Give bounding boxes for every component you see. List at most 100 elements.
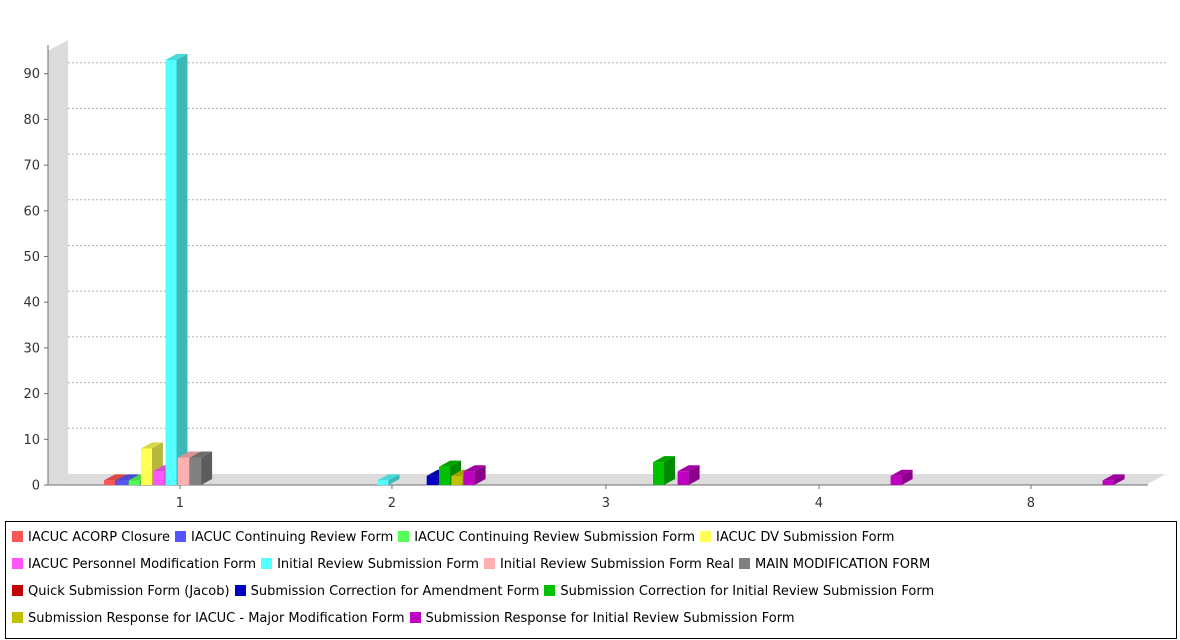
legend-item: Submission Response for Initial Review S…: [409, 611, 795, 626]
bar-side: [901, 469, 913, 485]
y-tick-label: 90: [23, 67, 40, 82]
bar-front: [1102, 480, 1114, 485]
legend-swatch: [12, 558, 23, 569]
legend-label: MAIN MODIFICATION FORM: [755, 557, 931, 572]
y-tick-label: 20: [23, 387, 40, 402]
y-tick-label: 80: [23, 113, 40, 128]
bar-top: [190, 451, 213, 458]
legend-row: Quick Submission Form (Jacob) Submission …: [12, 584, 1176, 611]
legend-label: IACUC Continuing Review Submission Form: [414, 530, 696, 545]
y-tick-label: 70: [23, 159, 40, 174]
bar-front: [463, 471, 475, 485]
legend-label: Submission Correction for Initial Review…: [560, 584, 935, 599]
legend-label: Initial Review Submission Form: [277, 557, 479, 572]
legend-swatch: [739, 558, 750, 569]
legend-label: Quick Submission Form (Jacob): [28, 584, 230, 599]
legend-item: IACUC Continuing Review Form: [175, 530, 393, 545]
x-tick-label: 3: [602, 496, 610, 511]
legend-item: IACUC Continuing Review Submission Form: [398, 530, 695, 545]
legend-label: Submission Response for IACUC - Major Mo…: [28, 611, 405, 626]
bar-front: [677, 471, 689, 485]
bar-top: [677, 465, 700, 472]
bar-top: [377, 474, 400, 481]
bar-top: [1102, 474, 1125, 481]
legend-swatch: [175, 531, 186, 542]
bar-front: [451, 475, 463, 485]
bar-front: [165, 59, 177, 486]
legend-swatch: [12, 531, 23, 542]
x-tick-label: 4: [815, 496, 823, 511]
chart-area: 0 10 20 30 40 50 60 70 80 90 1 2 3 4 8: [23, 39, 1166, 511]
legend-item: Submission Correction for Initial Review…: [544, 584, 934, 599]
bar-top: [653, 456, 675, 463]
chart-side-wall: [48, 39, 68, 485]
legend-item: Submission Correction for Amendment Form: [234, 584, 540, 599]
bar: [165, 53, 188, 486]
y-tick-label: 60: [23, 204, 40, 219]
legend-item: Quick Submission Form (Jacob): [12, 584, 230, 599]
legend-swatch: [700, 531, 712, 542]
bar-front: [128, 480, 140, 485]
legend-row: IACUC Personnel Modification Form Initial…: [12, 557, 1176, 584]
bar-front: [426, 475, 438, 485]
legend-item: Initial Review Submission Form Real: [483, 557, 734, 572]
x-tick-label: 1: [176, 496, 184, 511]
bar-front: [104, 480, 115, 485]
legend-item: IACUC Personnel Modification Form: [12, 557, 256, 572]
legend-item: IACUC DV Submission Form: [700, 530, 894, 545]
bar: [677, 465, 700, 485]
bar-top: [165, 53, 188, 60]
y-tick-label: 30: [23, 341, 40, 356]
x-tick-label: 8: [1027, 496, 1035, 511]
bar-side: [474, 465, 486, 485]
legend-swatch: [261, 558, 273, 569]
legend-item: IACUC ACORP Closure: [12, 530, 170, 545]
bar-chart: 0 10 20 30 40 50 60 70 80 90 1 2 3 4 8: [23, 39, 1166, 511]
bar: [377, 474, 400, 485]
bar-front: [140, 448, 152, 485]
bar-side: [1113, 474, 1125, 485]
bar-side: [664, 456, 675, 485]
legend-item: Initial Review Submission Form: [261, 557, 479, 572]
bar-side: [688, 465, 700, 485]
bar: [890, 469, 913, 485]
y-tick-label: 0: [32, 479, 40, 494]
bar-side: [176, 53, 188, 485]
bar-front: [116, 480, 128, 485]
bar-front: [377, 480, 389, 485]
legend-label: Submission Correction for Amendment Form: [250, 584, 540, 599]
y-tick-label: 10: [23, 433, 40, 448]
bar-top: [439, 460, 461, 467]
bar-front: [153, 471, 165, 485]
legend-label: IACUC ACORP Closure: [28, 530, 170, 545]
legend-label: IACUC DV Submission Form: [716, 530, 895, 545]
legend-label: IACUC Continuing Review Form: [191, 530, 394, 545]
bar-top: [116, 474, 139, 481]
bar: [190, 451, 213, 485]
y-tick-label: 50: [23, 250, 40, 265]
chart-floor: [48, 474, 1166, 485]
legend-swatch: [12, 612, 23, 623]
y-tick-label: 40: [23, 296, 40, 311]
legend-label: Initial Review Submission Form Real: [499, 557, 734, 572]
bar: [653, 456, 675, 485]
legend-swatch: [544, 585, 556, 596]
legend-swatch: [12, 585, 23, 596]
legend-swatch: [409, 612, 421, 623]
legend-swatch: [398, 531, 410, 542]
bar-front: [439, 466, 450, 485]
legend-item: MAIN MODIFICATION FORM: [739, 557, 930, 572]
bar: [463, 465, 486, 485]
legend-swatch: [234, 585, 246, 596]
legend-label: Submission Response for Initial Review S…: [425, 611, 795, 626]
bar-side: [388, 474, 400, 485]
bar-side: [201, 451, 213, 485]
legend-row: IACUC ACORP Closure IACUC Continuing Revi…: [12, 530, 1176, 557]
bar-top: [104, 474, 126, 481]
bar-top: [463, 465, 486, 472]
bar-top: [890, 469, 913, 476]
bar-top: [177, 451, 200, 458]
legend-item: Submission Response for IACUC - Major Mo…: [12, 611, 405, 626]
bar-top: [140, 442, 163, 449]
legend: IACUC ACORP Closure IACUC Continuing Revi…: [5, 521, 1177, 639]
